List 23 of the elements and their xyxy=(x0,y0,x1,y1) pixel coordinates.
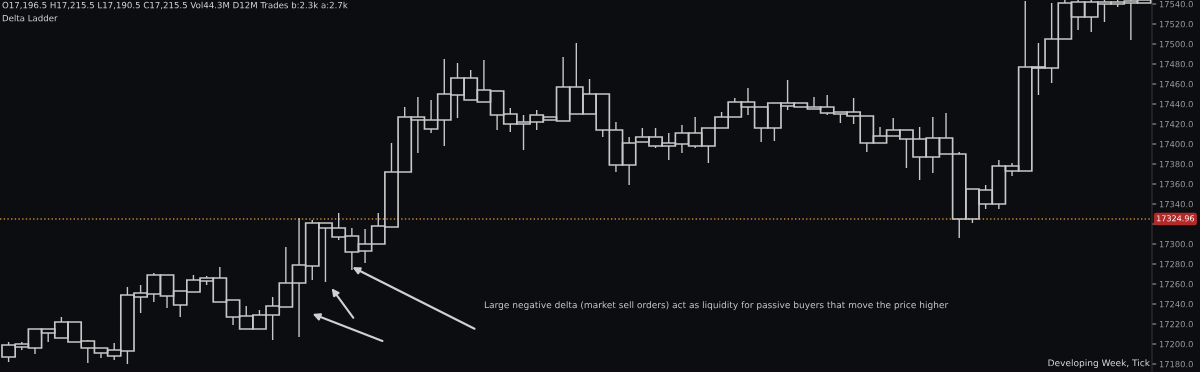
y-tick-label: 17440.0 xyxy=(1159,100,1193,108)
y-tick-label: 17400.0 xyxy=(1159,140,1193,148)
y-tick-label: 17500.0 xyxy=(1159,40,1193,48)
y-tick-label: 17520.0 xyxy=(1159,20,1193,28)
y-tick-label: 17280.0 xyxy=(1159,260,1193,268)
annotation: Developing Week, Tick xyxy=(1048,359,1150,368)
y-tick-label: 17480.0 xyxy=(1159,60,1193,68)
y-tick-label: 17300.0 xyxy=(1159,240,1193,248)
y-tick-label: 17260.0 xyxy=(1159,280,1193,288)
annotation: O17,196.5 H17,215.5 L17,190.5 C17,215.5 Vol44.3M D12M Trades b:2.3k a:2.7k xyxy=(2,1,348,10)
y-tick-label: 17240.0 xyxy=(1159,300,1193,308)
y-tick-label: 17420.0 xyxy=(1159,120,1193,128)
y-tick-label: 17360.0 xyxy=(1159,180,1193,188)
y-tick-label: 17200.0 xyxy=(1159,340,1193,348)
ref-line-label: 17324.96 xyxy=(1157,215,1195,222)
y-tick-label: 17540.0 xyxy=(1159,0,1193,8)
y-tick-label: 17180.0 xyxy=(1159,360,1193,368)
annotation: Delta Ladder xyxy=(2,14,58,22)
y-tick-label: 17380.0 xyxy=(1159,160,1193,168)
y-tick-label: 17220.0 xyxy=(1159,320,1193,328)
annotation: Large negative delta (market sell orders) act as liquidity for passive buyers that move the price higher xyxy=(484,301,949,310)
y-tick-label: 17460.0 xyxy=(1159,80,1193,88)
y-tick-label: 17340.0 xyxy=(1159,200,1193,208)
